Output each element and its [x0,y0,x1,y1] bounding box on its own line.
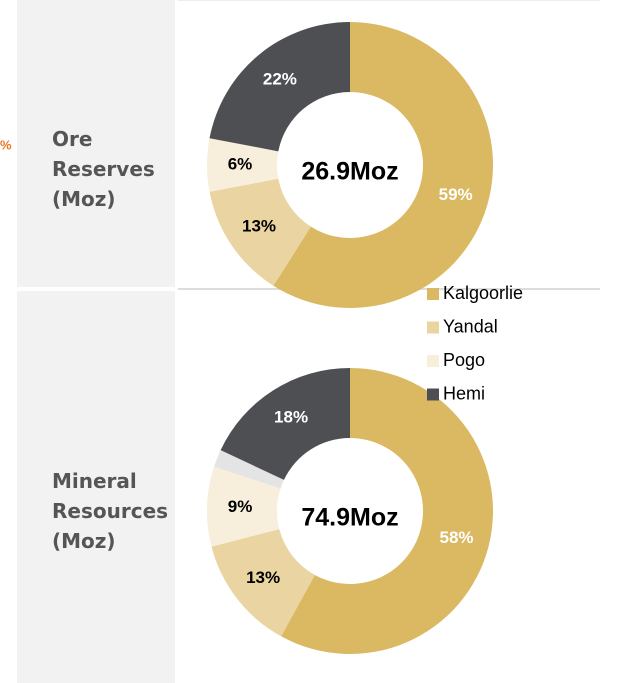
legend-label: Pogo [443,350,485,370]
donut-slice [281,368,494,655]
data-label: 22% [263,70,297,89]
legend-swatch [427,321,439,334]
legend-swatch [427,355,439,367]
data-label: 59% [439,185,473,204]
donut-slice [207,138,279,192]
donut-slice [213,450,284,489]
data-label: 13% [242,216,276,235]
data-label: 13% [246,568,280,587]
legend-label: Yandal [443,316,498,336]
donut-slice [207,466,281,547]
donut-slice [273,22,494,308]
side-panel [17,0,175,287]
legend-swatch [427,288,439,300]
data-label: 6% [228,154,253,173]
donut-slice [211,529,315,637]
donut-slice [209,22,350,152]
center-label: 74.9Moz [301,504,398,532]
annotation: % [0,137,12,152]
side-panel [17,291,175,683]
data-label: 58% [440,528,474,547]
donut-slice [220,368,350,480]
chart-title: Mineral Resources (Moz) [52,469,169,553]
legend-label: Hemi [443,383,485,403]
center-label: 26.9Moz [301,158,398,186]
legend-label: Kalgoorlie [443,283,523,303]
legend-swatch [427,388,439,401]
data-label: 18% [274,408,308,427]
data-label: 9% [228,497,253,516]
donut-slice [209,178,311,286]
chart-title: Ore Reserves (Moz) [52,127,155,211]
